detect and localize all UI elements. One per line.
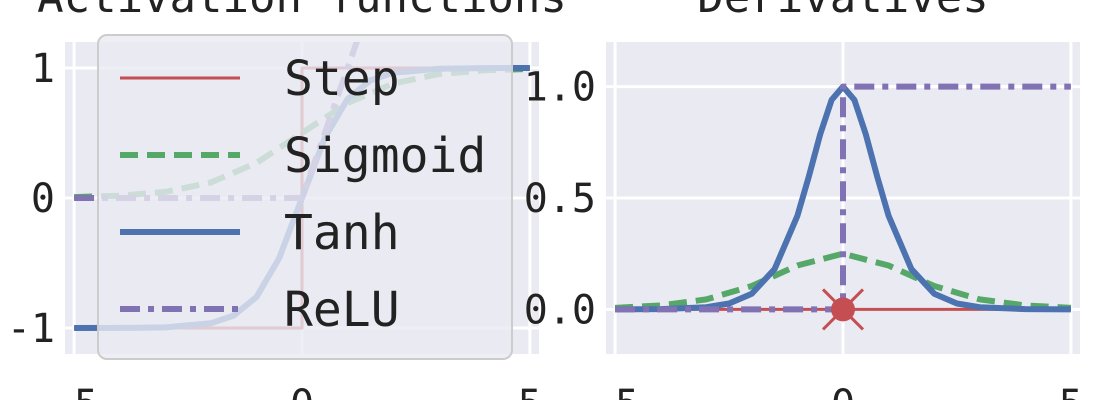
legend-box [97,34,513,360]
annotations [821,288,865,331]
x-tick-labels: -5 0 5 [50,382,542,400]
x-tick-label: 0 [290,382,314,400]
x-marker-stroke [821,288,865,331]
y-tick-labels: 0.0 0.5 1.0 [524,65,596,334]
y-tick-label: 0.5 [524,176,596,222]
legend: Step Sigmoid Tanh ReLU [97,34,513,360]
y-tick-labels: -1 0 1 [7,46,55,352]
legend-label-step: Step [284,51,400,107]
x-tick-label: 5 [1059,382,1083,400]
y-tick-label: 1.0 [524,65,596,111]
y-tick-label: 1 [31,46,55,92]
legend-label-sigmoid: Sigmoid [284,128,486,184]
x-tick-labels: -5 0 5 [591,382,1083,400]
x-tick-label: 0 [831,382,855,400]
x-tick-label: 5 [518,382,542,400]
y-tick-label: 0.0 [524,287,596,333]
panel-title: Activation functions [37,0,567,23]
y-tick-label: -1 [7,306,55,352]
y-tick-label: 0 [31,176,55,222]
x-tick-label: -5 [50,382,98,400]
legend-label-relu: ReLU [284,282,400,338]
legend-label-tanh: Tanh [284,205,400,261]
x-tick-label: -5 [591,382,639,400]
panel-title: Derivatives [697,0,988,23]
series-relu-line [615,83,1071,313]
derivatives-panel: Derivatives 0.0 0.5 1.0 -5 0 5 [524,0,1083,400]
